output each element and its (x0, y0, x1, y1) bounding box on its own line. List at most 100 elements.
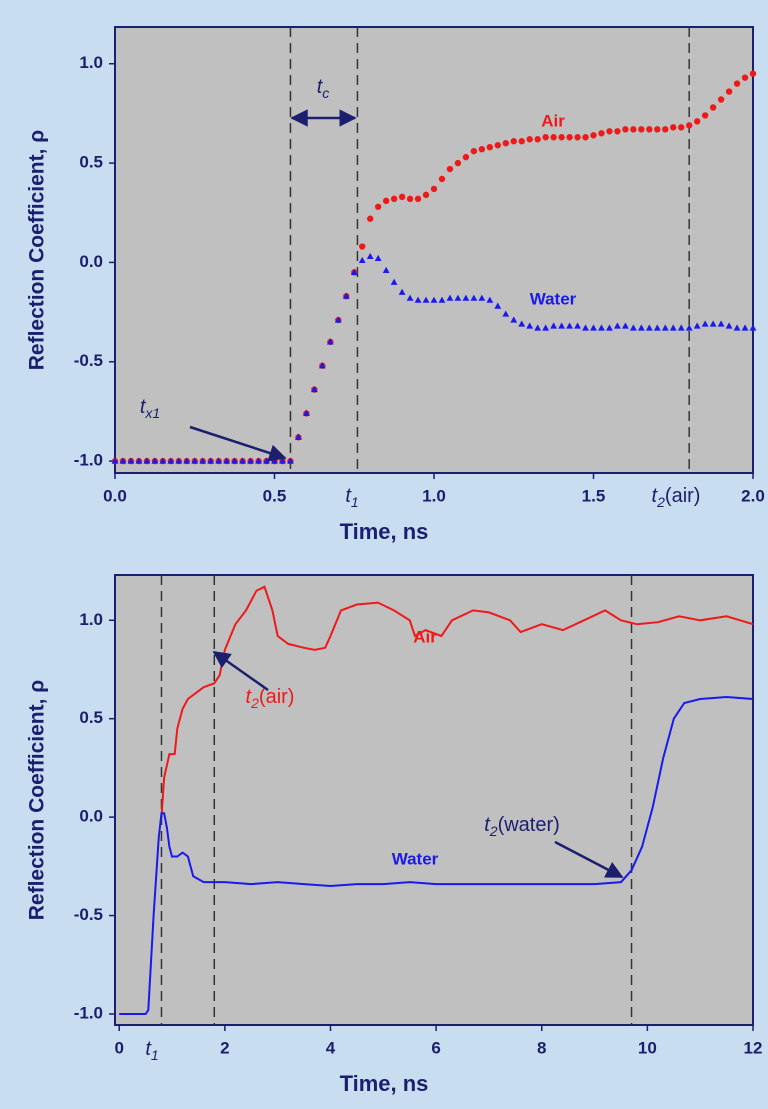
data-point (653, 324, 661, 331)
x-tick-label: 12 (744, 1038, 763, 1057)
data-point (526, 136, 533, 143)
data-point (749, 70, 757, 77)
data-point (494, 142, 501, 149)
data-point (446, 294, 454, 301)
y-tick-label: 0.0 (79, 807, 103, 826)
data-point (438, 175, 446, 183)
data-point (454, 159, 462, 167)
data-point (374, 203, 382, 210)
data-point (574, 322, 581, 329)
data-point (518, 138, 525, 145)
data-point (709, 320, 717, 327)
x-tick-label: 4 (326, 1038, 336, 1057)
data-point (701, 112, 709, 119)
data-point (693, 118, 701, 125)
annotation: tc (317, 76, 330, 100)
y-tick-label: -0.5 (74, 905, 103, 924)
arrow (189, 425, 287, 462)
data-point (550, 322, 558, 329)
data-point (183, 457, 191, 464)
data-point (398, 193, 406, 201)
data-point (111, 457, 119, 464)
data-point (207, 457, 215, 464)
data-point (462, 153, 470, 161)
data-point (175, 457, 183, 464)
data-point (422, 191, 430, 199)
x-tick-label: 6 (431, 1038, 440, 1057)
data-point (526, 322, 534, 329)
annotation-suffix: (air) (665, 485, 701, 507)
x-tick-label: 1.0 (422, 486, 446, 505)
annotation-sub: x1 (144, 405, 160, 421)
data-point (725, 322, 733, 329)
data-point (646, 126, 653, 133)
x-tick-label: 10 (638, 1038, 657, 1057)
data-point (342, 292, 350, 299)
data-point (359, 243, 366, 250)
data-point (199, 457, 207, 464)
data-point (598, 130, 605, 137)
annotation-sub: c (322, 85, 329, 101)
data-point (430, 185, 438, 193)
data-point (390, 278, 398, 285)
x-axis-title: Time, ns (340, 1071, 429, 1096)
data-point (574, 134, 581, 141)
data-point (486, 296, 494, 303)
annotation-sub: 1 (351, 494, 359, 510)
data-line (160, 585, 754, 818)
data-point (637, 324, 645, 331)
plot-area (114, 26, 754, 474)
data-point (534, 324, 542, 331)
data-point (127, 457, 135, 464)
data-point (326, 338, 334, 345)
data-point (167, 457, 175, 464)
x-tick-label: 2.0 (741, 486, 765, 505)
data-point (446, 165, 454, 173)
data-point (661, 324, 669, 331)
data-point (470, 294, 478, 301)
data-point (143, 457, 151, 464)
data-point (701, 320, 709, 327)
data-point (231, 457, 239, 464)
data-point (614, 128, 621, 135)
annotation: t2(air) (246, 686, 295, 710)
data-point (686, 122, 693, 129)
data-point (590, 324, 597, 331)
data-point (542, 134, 549, 141)
data-point (350, 268, 358, 275)
data-point (590, 132, 597, 139)
data-point (414, 296, 422, 303)
data-point (191, 457, 199, 464)
data-point (215, 457, 223, 464)
data-point (558, 134, 565, 141)
data-point (263, 457, 270, 464)
series-label: Water (392, 849, 439, 868)
arrow (554, 840, 624, 879)
data-point (670, 124, 677, 131)
data-point (542, 324, 550, 331)
annotation-sub: 2 (489, 823, 498, 839)
annotation-main: t (484, 814, 491, 836)
data-point (398, 288, 406, 295)
data-point (295, 433, 302, 440)
annotation: t1 (345, 485, 358, 509)
x-tick-label: 0.5 (263, 486, 287, 505)
data-point (733, 80, 741, 87)
data-point (614, 322, 621, 329)
y-tick-label: -1.0 (74, 451, 103, 470)
data-point (558, 322, 565, 329)
y-tick-label: 0.5 (79, 708, 103, 727)
y-tick-label: -0.5 (74, 351, 103, 370)
data-point (430, 296, 438, 303)
data-point (749, 324, 757, 331)
data-point (255, 457, 262, 464)
data-point (454, 294, 462, 301)
data-point (462, 294, 470, 301)
data-line (119, 695, 754, 1015)
data-point (654, 126, 661, 133)
data-point (510, 316, 518, 323)
data-point (247, 457, 254, 464)
data-point (366, 252, 374, 260)
annotation-main: t (140, 396, 147, 418)
data-point (159, 457, 167, 464)
